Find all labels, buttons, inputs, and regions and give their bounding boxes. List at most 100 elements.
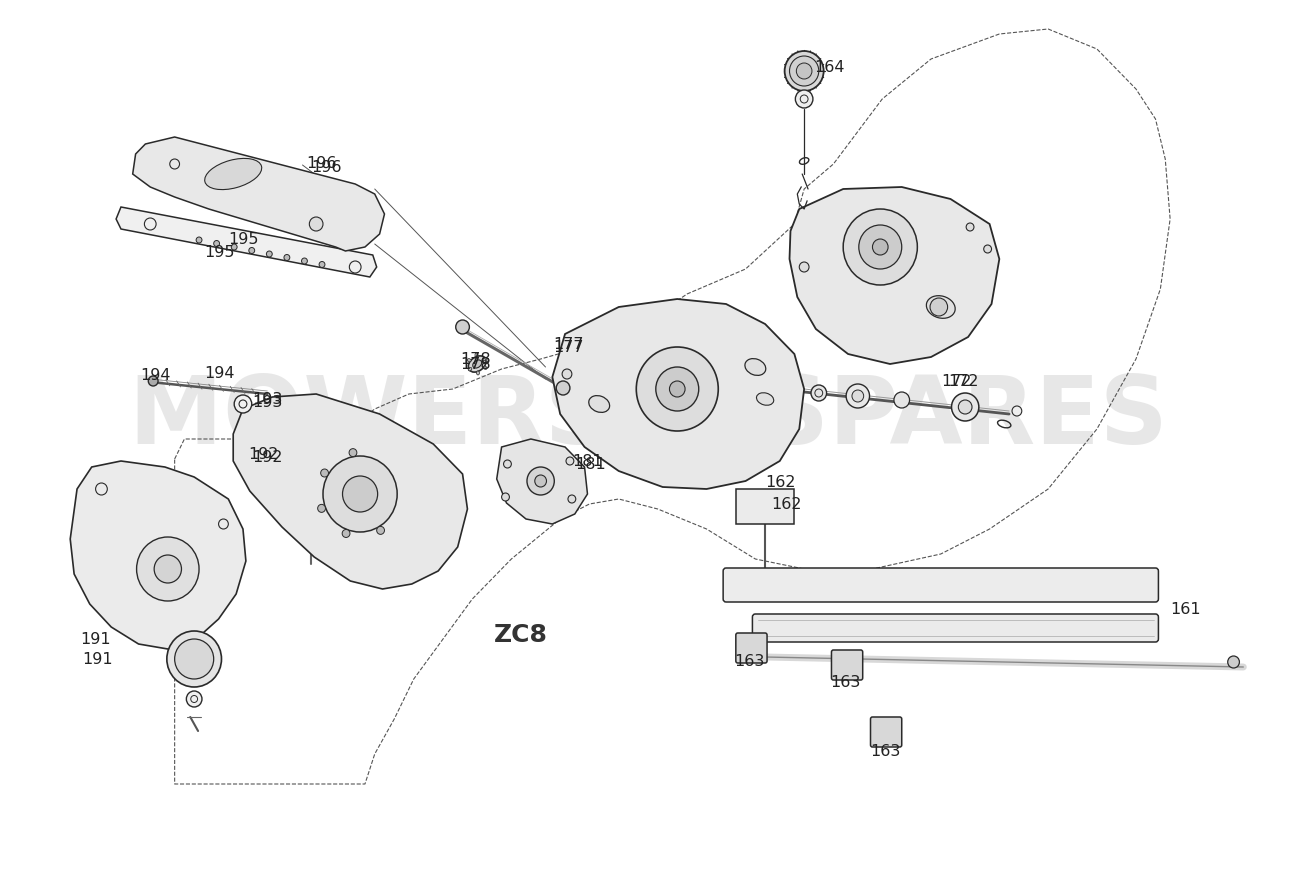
Text: 163: 163 bbox=[871, 744, 901, 759]
Text: 194: 194 bbox=[140, 368, 172, 383]
Circle shape bbox=[155, 555, 182, 583]
Ellipse shape bbox=[474, 353, 478, 358]
Circle shape bbox=[785, 52, 824, 92]
Circle shape bbox=[186, 691, 202, 707]
Ellipse shape bbox=[745, 360, 766, 376]
Circle shape bbox=[166, 631, 221, 688]
Ellipse shape bbox=[468, 356, 486, 373]
Circle shape bbox=[568, 496, 576, 503]
Circle shape bbox=[309, 217, 322, 232]
Text: 195: 195 bbox=[204, 246, 234, 260]
Text: 192: 192 bbox=[248, 447, 278, 462]
Text: 195: 195 bbox=[229, 232, 259, 247]
Text: 196: 196 bbox=[311, 160, 342, 175]
Circle shape bbox=[1011, 407, 1022, 417]
Circle shape bbox=[636, 347, 719, 431]
Circle shape bbox=[797, 64, 812, 80]
Bar bbox=[736, 489, 794, 524]
Circle shape bbox=[846, 384, 870, 409]
Circle shape bbox=[213, 241, 220, 247]
Ellipse shape bbox=[927, 296, 956, 319]
Circle shape bbox=[852, 390, 863, 403]
Circle shape bbox=[502, 494, 510, 502]
Polygon shape bbox=[233, 395, 468, 589]
Circle shape bbox=[930, 299, 948, 317]
Text: 177: 177 bbox=[554, 337, 584, 352]
Text: 196: 196 bbox=[307, 155, 337, 170]
Text: 191: 191 bbox=[82, 652, 113, 667]
Circle shape bbox=[234, 396, 252, 414]
Ellipse shape bbox=[204, 160, 261, 190]
Ellipse shape bbox=[468, 368, 472, 372]
Ellipse shape bbox=[484, 367, 488, 370]
Circle shape bbox=[566, 458, 573, 466]
Circle shape bbox=[377, 527, 385, 535]
Text: 163: 163 bbox=[734, 653, 764, 669]
Circle shape bbox=[670, 381, 685, 397]
Text: 162: 162 bbox=[771, 497, 802, 512]
Text: 172: 172 bbox=[949, 374, 979, 389]
Ellipse shape bbox=[757, 393, 773, 406]
Circle shape bbox=[562, 369, 572, 380]
Text: 177: 177 bbox=[554, 340, 584, 355]
FancyBboxPatch shape bbox=[723, 568, 1158, 602]
Text: 162: 162 bbox=[766, 475, 796, 490]
Text: 181: 181 bbox=[575, 457, 606, 472]
Text: 181: 181 bbox=[572, 454, 603, 469]
Circle shape bbox=[148, 376, 159, 387]
Circle shape bbox=[266, 252, 272, 258]
Text: MOWERS & SPARES: MOWERS & SPARES bbox=[129, 372, 1167, 463]
Polygon shape bbox=[116, 208, 377, 278]
Ellipse shape bbox=[589, 396, 610, 413]
Circle shape bbox=[350, 449, 358, 457]
Text: 194: 194 bbox=[204, 366, 234, 381]
Circle shape bbox=[196, 238, 202, 244]
Circle shape bbox=[556, 381, 569, 396]
Circle shape bbox=[456, 321, 469, 335]
Circle shape bbox=[800, 263, 809, 273]
Polygon shape bbox=[552, 300, 805, 489]
Circle shape bbox=[302, 259, 307, 265]
Text: 178: 178 bbox=[460, 357, 491, 372]
FancyBboxPatch shape bbox=[753, 614, 1158, 642]
Circle shape bbox=[526, 467, 554, 496]
Circle shape bbox=[796, 91, 812, 109]
Circle shape bbox=[174, 639, 213, 679]
FancyBboxPatch shape bbox=[832, 650, 863, 681]
Circle shape bbox=[859, 225, 902, 270]
Circle shape bbox=[1227, 656, 1239, 668]
Text: 178: 178 bbox=[460, 352, 491, 367]
Circle shape bbox=[534, 475, 546, 488]
Circle shape bbox=[318, 262, 325, 268]
Circle shape bbox=[844, 210, 918, 286]
Text: 163: 163 bbox=[831, 674, 861, 689]
Ellipse shape bbox=[473, 360, 481, 368]
Text: 191: 191 bbox=[81, 631, 110, 646]
Text: 164: 164 bbox=[814, 61, 845, 75]
Circle shape bbox=[317, 505, 325, 513]
Polygon shape bbox=[70, 461, 246, 649]
Polygon shape bbox=[789, 188, 1000, 365]
Polygon shape bbox=[133, 138, 385, 252]
Circle shape bbox=[958, 401, 972, 415]
Circle shape bbox=[503, 460, 511, 468]
Text: 172: 172 bbox=[941, 374, 971, 389]
Text: 193: 193 bbox=[252, 395, 283, 410]
Circle shape bbox=[231, 245, 237, 251]
Polygon shape bbox=[497, 439, 588, 524]
Circle shape bbox=[283, 255, 290, 261]
Ellipse shape bbox=[477, 372, 480, 375]
FancyBboxPatch shape bbox=[736, 633, 767, 663]
Circle shape bbox=[321, 469, 329, 477]
Text: ZC8: ZC8 bbox=[494, 623, 549, 646]
Circle shape bbox=[322, 457, 398, 532]
Text: 192: 192 bbox=[252, 450, 283, 465]
Circle shape bbox=[789, 57, 819, 87]
Ellipse shape bbox=[468, 360, 471, 362]
Circle shape bbox=[342, 476, 377, 512]
Circle shape bbox=[342, 530, 350, 538]
Circle shape bbox=[248, 248, 255, 254]
Text: 161: 161 bbox=[1170, 602, 1201, 617]
Circle shape bbox=[966, 224, 974, 232]
Circle shape bbox=[872, 239, 888, 256]
